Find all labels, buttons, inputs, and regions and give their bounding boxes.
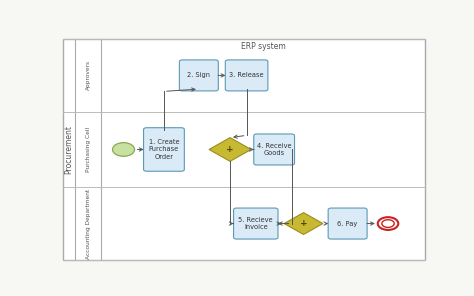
Circle shape [112,143,135,156]
Circle shape [382,220,394,227]
FancyBboxPatch shape [234,208,278,239]
Text: 2. Sign: 2. Sign [187,73,210,78]
FancyBboxPatch shape [179,60,219,91]
Text: 3. Release: 3. Release [229,73,264,78]
Polygon shape [284,213,323,234]
FancyBboxPatch shape [144,128,184,171]
Text: Approvers: Approvers [86,60,91,91]
FancyBboxPatch shape [328,208,367,239]
Text: Accounting Department: Accounting Department [86,189,91,259]
Text: ERP system: ERP system [241,42,285,51]
Text: 6. Pay: 6. Pay [337,221,358,226]
FancyBboxPatch shape [225,60,268,91]
Circle shape [378,217,398,230]
Text: +: + [226,145,234,154]
Text: Procurement: Procurement [64,125,73,174]
Polygon shape [209,138,251,161]
Text: 4. Receive
Goods: 4. Receive Goods [257,143,292,156]
FancyBboxPatch shape [254,134,294,165]
Text: 1. Create
Purchase
Order: 1. Create Purchase Order [149,139,179,160]
FancyBboxPatch shape [63,39,425,260]
Text: Purchasing Cell: Purchasing Cell [86,127,91,172]
Text: 5. Recieve
Invoice: 5. Recieve Invoice [238,217,273,230]
Text: +: + [300,219,307,228]
